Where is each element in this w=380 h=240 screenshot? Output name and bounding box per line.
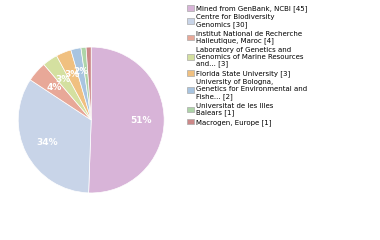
Wedge shape [57, 50, 91, 120]
Text: 3%: 3% [65, 70, 80, 78]
Wedge shape [81, 47, 91, 120]
Wedge shape [18, 80, 91, 193]
Text: 3%: 3% [55, 75, 71, 84]
Text: 34%: 34% [36, 138, 58, 147]
Wedge shape [86, 47, 91, 120]
Wedge shape [30, 65, 91, 120]
Text: 2%: 2% [73, 67, 89, 76]
Text: 4%: 4% [46, 83, 62, 92]
Legend: Mined from GenBank, NCBI [45], Centre for Biodiversity
Genomics [30], Institut N: Mined from GenBank, NCBI [45], Centre fo… [186, 3, 309, 127]
Wedge shape [44, 56, 91, 120]
Wedge shape [71, 48, 91, 120]
Wedge shape [89, 47, 164, 193]
Text: 51%: 51% [130, 116, 152, 125]
